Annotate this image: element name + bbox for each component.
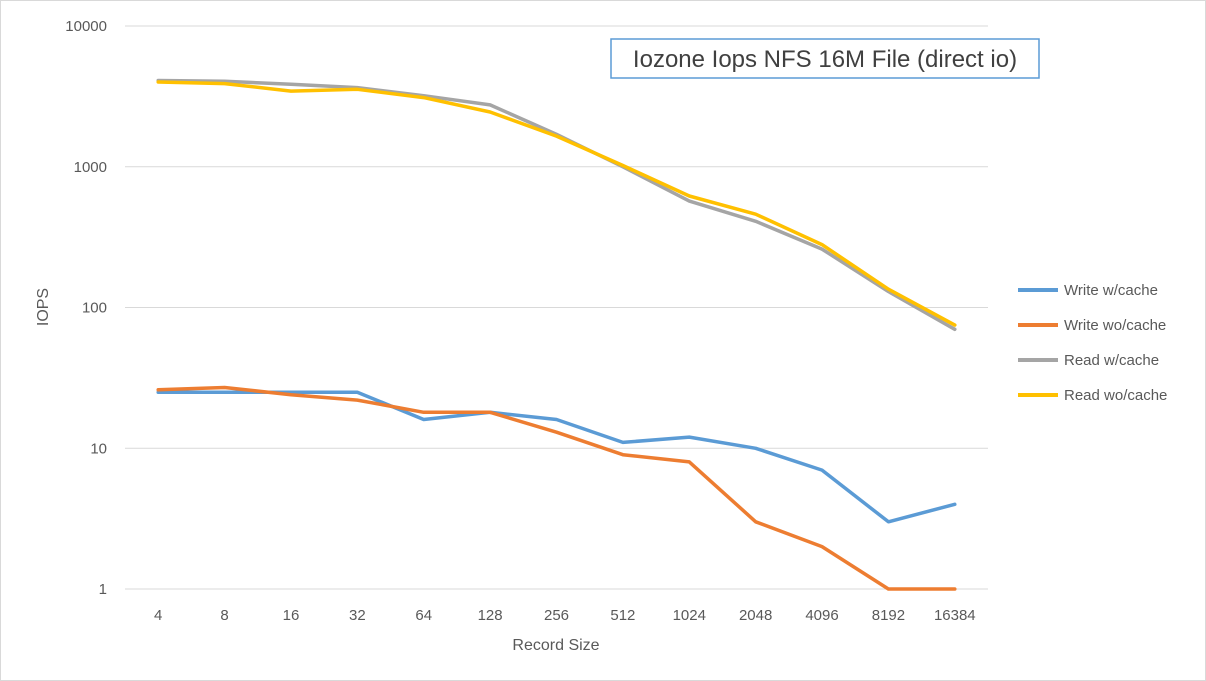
series-line-4	[156, 80, 957, 327]
x-tick-label: 16384	[934, 607, 976, 624]
legend-label: Read w/cache	[1064, 352, 1159, 369]
y-tick-label: 1000	[74, 159, 107, 176]
y-tick-label: 10000	[65, 18, 107, 35]
x-tick-label: 8	[220, 607, 228, 624]
x-tick-label: 4096	[805, 607, 838, 624]
series-line-3	[156, 78, 957, 332]
x-tick-label: 8192	[872, 607, 905, 624]
y-tick-label: 10	[90, 440, 107, 457]
x-axis-ticks: 4 8 16 32 64 128 256 512 1024 2048 4096 8192 16384	[154, 607, 976, 624]
y-axis-ticks: 1 10 100 1000 10000	[65, 18, 107, 598]
y-tick-label: 1	[99, 581, 107, 598]
series-line-1	[156, 390, 957, 524]
x-tick-label: 128	[478, 607, 503, 624]
chart-title-border	[610, 38, 1040, 79]
x-axis-title: Record Size	[512, 637, 599, 654]
legend-label: Read wo/cache	[1064, 387, 1167, 404]
series-lines	[156, 78, 957, 591]
x-tick-label: 512	[610, 607, 635, 624]
chart-title-box: Iozone Iops NFS 16M File (direct io)	[610, 38, 1040, 79]
legend-label: Write w/cache	[1064, 282, 1158, 299]
y-axis-title: IOPS	[35, 288, 52, 326]
x-tick-label: 2048	[739, 607, 772, 624]
x-tick-label: 4	[154, 607, 162, 624]
x-tick-label: 256	[544, 607, 569, 624]
x-tick-label: 32	[349, 607, 366, 624]
legend-label: Write wo/cache	[1064, 317, 1166, 334]
gridlines	[125, 25, 988, 590]
y-tick-label: 100	[82, 300, 107, 317]
chart-title: Iozone Iops NFS 16M File (direct io)	[633, 46, 1017, 73]
series-line-2	[156, 385, 957, 591]
legend: Write w/cache Write wo/cache Read w/cache R…	[1018, 282, 1167, 404]
x-tick-label: 16	[283, 607, 300, 624]
x-tick-label: 64	[415, 607, 432, 624]
x-tick-label: 1024	[673, 607, 706, 624]
